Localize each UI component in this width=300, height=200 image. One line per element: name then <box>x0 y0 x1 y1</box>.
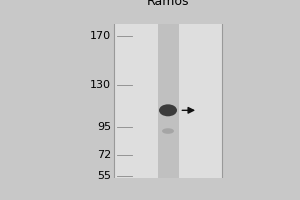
Text: Ramos: Ramos <box>147 0 189 8</box>
Text: 170: 170 <box>90 31 111 41</box>
Bar <box>114 14 222 192</box>
Ellipse shape <box>162 128 174 134</box>
Text: 130: 130 <box>90 80 111 90</box>
Text: 55: 55 <box>97 171 111 181</box>
Text: 95: 95 <box>97 122 111 132</box>
Ellipse shape <box>159 104 177 116</box>
Text: 72: 72 <box>97 150 111 160</box>
Bar <box>158 15 178 190</box>
